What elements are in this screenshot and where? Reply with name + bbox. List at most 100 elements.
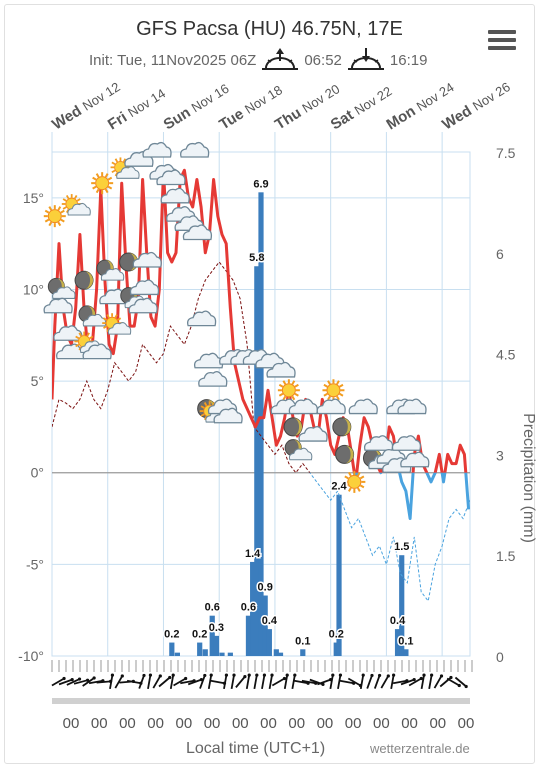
sun-ray <box>203 402 208 407</box>
wind-arrow <box>347 677 361 687</box>
x-tick-label: 00 <box>288 715 305 732</box>
wind-arrow-head <box>370 673 374 678</box>
wind-arrow <box>420 674 425 690</box>
sun-ray <box>203 416 208 421</box>
precip-bar <box>333 642 339 656</box>
wind-arrow <box>147 674 152 690</box>
weather-icons <box>43 141 430 493</box>
wind-arrow <box>454 676 467 688</box>
cloud-shape <box>400 451 430 468</box>
cloud-icon <box>129 279 160 296</box>
sun-ray <box>323 392 328 397</box>
cloud-shape <box>128 297 158 314</box>
x-tick-label: 00 <box>232 715 249 732</box>
precip-bar <box>209 615 215 656</box>
wind-arrow-head <box>232 673 236 677</box>
precip-value-label: 0.4 <box>262 615 278 627</box>
cloud-icon <box>142 141 172 158</box>
sun-disc <box>95 176 110 191</box>
wind-arrow-head <box>392 673 396 677</box>
sun-ray <box>114 314 118 319</box>
sun-ray <box>111 169 116 174</box>
sun-icon <box>343 470 366 493</box>
sun-ray <box>282 395 287 401</box>
cloud-body <box>67 202 91 216</box>
precip-bar <box>262 595 268 656</box>
wind-arrow-head <box>243 675 247 679</box>
sun-ray <box>60 209 65 214</box>
x-tick-label: 00 <box>119 715 136 732</box>
x-tick-label: 00 <box>63 715 80 732</box>
precip-bar <box>227 652 233 656</box>
cloud-body <box>266 361 296 378</box>
moon-icon <box>283 417 303 437</box>
sun-cloud-icon <box>61 194 91 216</box>
x-tick-label: 00 <box>345 715 362 732</box>
y-left-tick-label: 0° <box>31 465 44 481</box>
wind-arrow-head <box>92 676 96 680</box>
cloud-icon <box>156 169 186 186</box>
y-axis-right: 0 1.5 3 4.5 6 7.5 <box>496 145 516 665</box>
cloud-body <box>363 435 394 451</box>
precip-bar <box>399 555 405 656</box>
precip-value-label: 0.2 <box>164 629 179 641</box>
x-tick-label: 00 <box>317 715 334 732</box>
sun-shape <box>61 194 82 214</box>
sun-ray <box>114 172 119 177</box>
wind-arrow <box>138 675 145 689</box>
sun-ray <box>106 328 110 333</box>
wind-arrow <box>158 676 171 688</box>
sun-ray <box>44 218 50 223</box>
wind-arrow <box>337 674 342 690</box>
cloud-icon <box>160 187 190 204</box>
cloud-body <box>53 325 83 341</box>
cloud-icon <box>198 370 228 387</box>
wind-arrow-head <box>270 673 274 677</box>
moon-shape <box>335 444 355 464</box>
init-label: Init: Tue, 11Nov2025 06Z <box>89 51 257 69</box>
cloud-body <box>397 398 427 415</box>
wind-arrow <box>51 677 65 687</box>
wind-arrow-head <box>158 674 162 678</box>
cloud-shape <box>52 286 76 299</box>
cloud-icon <box>53 325 83 341</box>
cloud-icon <box>182 224 213 241</box>
wind-arrow-head <box>386 674 390 678</box>
sun-ray <box>291 380 296 385</box>
moon-shape <box>283 417 303 437</box>
wind-arrow <box>223 674 228 690</box>
sun-ray <box>89 335 94 340</box>
precip-value-label: 0.3 <box>209 622 224 634</box>
sun-ray <box>339 392 344 397</box>
wind-arrow <box>283 674 289 690</box>
dewpoint-line <box>52 261 311 473</box>
cloud-body <box>187 310 217 327</box>
sun-ray <box>327 380 331 385</box>
precip-bar <box>245 615 252 656</box>
sun-ray <box>65 208 70 214</box>
moon-cloud-icon <box>284 439 313 461</box>
cloud-icon <box>213 407 243 424</box>
moon-light <box>84 271 94 290</box>
cloud-shape <box>53 325 83 341</box>
wind-arrow-head <box>419 676 423 681</box>
sun-ray <box>347 487 352 492</box>
moon-light <box>293 417 303 436</box>
sun-ray <box>327 395 331 401</box>
wind-arrow-head <box>168 675 172 680</box>
wind-arrow <box>180 679 195 685</box>
precip-value-label: 0.2 <box>329 629 344 641</box>
sun-cloud-icon <box>102 313 132 335</box>
precip-value-label: 1.5 <box>394 541 409 553</box>
moon-icon <box>74 270 94 290</box>
precip-bar <box>266 629 272 656</box>
x-tick-label: 00 <box>401 715 418 732</box>
hamburger-menu-icon[interactable] <box>488 30 516 54</box>
sun-ray <box>44 209 50 214</box>
precip-value-label: 0.6 <box>205 602 220 614</box>
sun-ray <box>114 158 119 163</box>
y-right-tick-label: 7.5 <box>496 145 516 161</box>
precip-bar <box>254 266 260 656</box>
wind-arrow-head <box>422 673 426 677</box>
